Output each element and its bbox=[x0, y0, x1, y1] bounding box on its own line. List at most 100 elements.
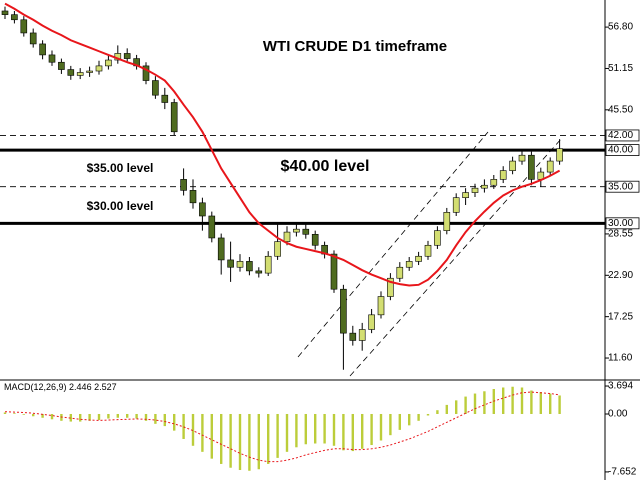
candle-body bbox=[499, 170, 507, 180]
histogram-bar bbox=[426, 413, 430, 416]
histogram-bar bbox=[342, 413, 345, 451]
candle-body bbox=[11, 14, 18, 21]
histogram-bar bbox=[370, 413, 373, 446]
candle-body bbox=[76, 72, 84, 76]
y-tick-label: 0.00 bbox=[608, 409, 628, 420]
channel bbox=[297, 131, 563, 377]
histogram-bar bbox=[285, 413, 289, 452]
candle-body bbox=[189, 190, 197, 204]
histogram-bar bbox=[520, 387, 524, 414]
histogram-bar bbox=[50, 413, 54, 420]
histogram-bar bbox=[135, 413, 138, 419]
candle-body bbox=[396, 266, 404, 279]
y-tick-label: 56.80 bbox=[608, 22, 633, 33]
candle-body bbox=[48, 54, 56, 63]
histogram-bar bbox=[13, 413, 16, 414]
candle-body bbox=[58, 61, 65, 70]
histogram-bar bbox=[191, 413, 195, 446]
histogram-bar bbox=[257, 413, 260, 470]
histogram-bar bbox=[107, 413, 110, 419]
moving-average bbox=[4, 2, 561, 287]
candle-body bbox=[556, 148, 563, 162]
histogram-bar bbox=[379, 413, 383, 441]
indicator-label: MACD(12,26,9) 2.446 2.527 bbox=[4, 382, 117, 392]
histogram-bar bbox=[473, 393, 477, 414]
histogram-bar bbox=[88, 413, 91, 421]
candle-body bbox=[377, 296, 385, 316]
candle-body bbox=[39, 43, 46, 56]
histogram-bar bbox=[69, 413, 72, 422]
candle-body bbox=[264, 255, 272, 274]
candle-body bbox=[293, 228, 300, 233]
level-label: 42.00 bbox=[608, 130, 633, 141]
candle-body bbox=[330, 253, 338, 290]
histogram-bar bbox=[445, 404, 448, 414]
level-label-box bbox=[605, 217, 640, 230]
candle-body bbox=[311, 233, 319, 246]
y-tick-label: 11.60 bbox=[608, 353, 633, 364]
histogram-bar bbox=[32, 413, 35, 417]
indicator-value: 2.527 bbox=[94, 382, 117, 392]
histogram-bar bbox=[530, 390, 533, 414]
candle-body bbox=[170, 102, 178, 133]
histogram-bar bbox=[229, 413, 232, 468]
histogram-bar bbox=[163, 413, 166, 427]
level-label-box bbox=[605, 129, 640, 142]
plot bbox=[0, 2, 605, 471]
histogram-bar bbox=[304, 413, 307, 445]
histogram-bar bbox=[417, 413, 420, 421]
candle-body bbox=[490, 179, 498, 186]
y-tick-label: -7.652 bbox=[608, 467, 637, 478]
histogram-bar bbox=[464, 396, 467, 414]
candle-body bbox=[67, 69, 75, 76]
histogram-bar bbox=[248, 413, 251, 471]
histogram-bar bbox=[408, 413, 411, 426]
candle-body bbox=[199, 202, 206, 217]
candle-body bbox=[452, 197, 460, 213]
level-label: 30.00 bbox=[608, 218, 633, 229]
candle-body bbox=[86, 70, 93, 73]
annotation: $30.00 level bbox=[87, 199, 154, 213]
histogram-bar bbox=[173, 413, 176, 431]
level-label: 35.00 bbox=[608, 181, 633, 192]
histogram-bar bbox=[389, 413, 392, 436]
candle-body bbox=[443, 212, 451, 231]
channel-line bbox=[297, 131, 489, 358]
histogram-bar bbox=[97, 413, 101, 421]
candle-body bbox=[283, 231, 291, 242]
histogram-bar bbox=[558, 395, 561, 414]
y-tick-label: 3.694 bbox=[608, 381, 633, 392]
candle-body bbox=[509, 160, 516, 171]
candle-body bbox=[142, 65, 150, 81]
candle-body bbox=[546, 160, 554, 173]
histogram-bar bbox=[238, 413, 242, 471]
candle-body bbox=[255, 270, 263, 274]
histogram-bar bbox=[41, 413, 44, 418]
histogram-bar bbox=[154, 413, 157, 424]
candle-body bbox=[29, 32, 37, 45]
candle-body bbox=[217, 237, 225, 261]
candle-body bbox=[302, 228, 310, 235]
candle-body bbox=[518, 154, 526, 162]
candle-body bbox=[123, 53, 131, 59]
chart-title: WTI CRUDE D1 timeframe bbox=[263, 38, 447, 55]
histogram-bar bbox=[323, 413, 326, 444]
histogram-bar bbox=[361, 413, 364, 449]
histogram-bar bbox=[79, 413, 82, 422]
histogram-bar bbox=[398, 413, 401, 430]
y-tick-label: 28.55 bbox=[608, 229, 633, 240]
channel-line bbox=[349, 137, 563, 377]
candle-body bbox=[208, 215, 216, 239]
candle-body bbox=[152, 80, 159, 96]
histogram-bar bbox=[511, 386, 514, 414]
candle-body bbox=[387, 277, 394, 297]
candle-body bbox=[227, 259, 234, 268]
candle-body bbox=[434, 230, 441, 246]
candle-body bbox=[95, 65, 103, 72]
histogram-bar bbox=[3, 412, 7, 414]
histogram-bar bbox=[144, 413, 148, 421]
candle-body bbox=[415, 255, 422, 262]
histogram-bar bbox=[295, 413, 298, 448]
